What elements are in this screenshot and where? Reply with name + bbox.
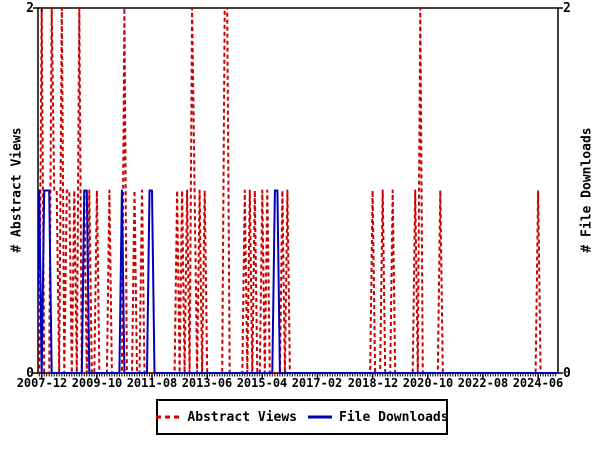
x-tick-label: 2018-12 — [347, 376, 399, 390]
right-axis-title: # File Downloads — [579, 127, 595, 253]
right-y-tick-label: 2 — [563, 1, 571, 16]
x-tick-label: 2024-06 — [512, 376, 564, 390]
abstract-views-line — [38, 8, 558, 374]
left-y-tick-label: 2 — [26, 1, 34, 16]
x-tick-label: 2009-10 — [71, 376, 123, 390]
plot-border — [37, 7, 559, 374]
x-tick-label: 2011-08 — [126, 376, 178, 390]
left-y-tick-label: 0 — [26, 366, 34, 381]
right-y-tick-label: 0 — [563, 366, 571, 381]
file-downloads-line — [38, 189, 558, 374]
y-ticks — [33, 7, 563, 374]
x-tick-label: 2013-06 — [181, 376, 233, 390]
legend-label-abstract-views: Abstract Views — [187, 409, 297, 425]
legend: Abstract Views File Downloads — [155, 399, 449, 435]
x-tick-label: 2017-02 — [291, 376, 343, 390]
x-tick-label: 2007-12 — [16, 376, 68, 390]
x-minor-ticks — [38, 373, 557, 377]
x-tick-label: 2015-04 — [236, 376, 288, 390]
dashed-line-sample-icon — [156, 415, 181, 419]
legend-label-file-downloads: File Downloads — [339, 409, 449, 425]
left-axis-title: # Abstract Views — [9, 127, 25, 253]
x-major-ticks — [40, 373, 539, 379]
legend-item-abstract-views: Abstract Views — [155, 410, 297, 425]
x-tick-label: 2020-10 — [402, 376, 454, 390]
x-tick-label: 2022-08 — [457, 376, 509, 390]
legend-item-file-downloads: File Downloads — [307, 410, 449, 425]
solid-line-sample-icon — [308, 415, 332, 419]
